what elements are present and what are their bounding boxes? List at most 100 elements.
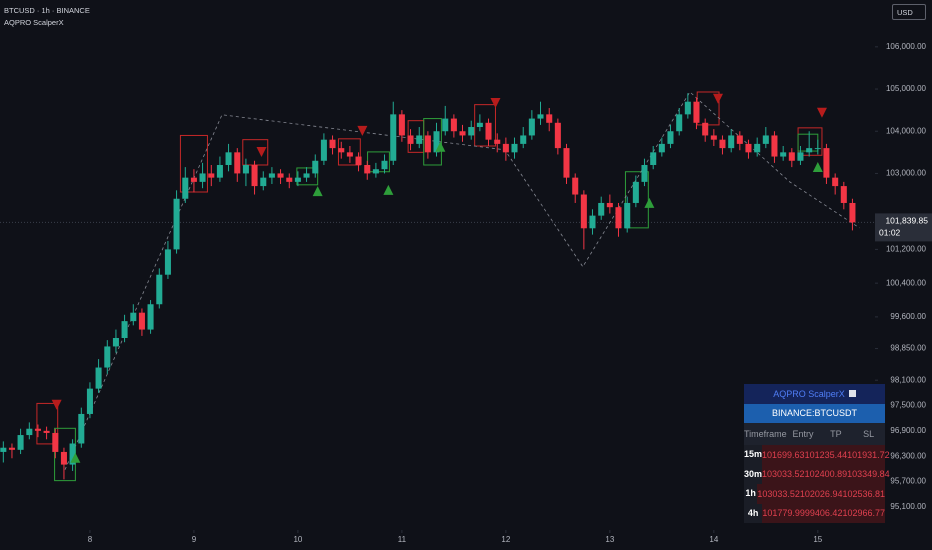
signal-zone	[474, 104, 496, 147]
x-tick-label: 13	[605, 535, 614, 544]
table-icon	[848, 390, 856, 398]
candle-body	[832, 177, 839, 187]
candle-body	[381, 160, 388, 170]
candle-body	[494, 139, 501, 144]
candle-body	[407, 135, 414, 144]
column-header: SL	[863, 429, 875, 439]
timeframe-cell: 30m	[744, 464, 763, 484]
y-tick-label: 101,200.00	[886, 244, 927, 253]
y-tick-label: 105,000.00	[886, 84, 927, 93]
table-symbol-row: BINANCE:BTCUSDT	[744, 403, 885, 423]
candle-body	[0, 447, 7, 452]
candle-body	[112, 338, 119, 347]
candle-body	[312, 160, 319, 174]
price-cell: 103033.52	[757, 488, 800, 499]
candle-body	[771, 135, 778, 157]
candle-body	[320, 139, 327, 161]
chart-header: BTCUSD · 1h · BINANCE AQPRO ScalperX	[4, 5, 90, 29]
signal-arrow	[812, 162, 823, 173]
y-tick-label: 104,000.00	[886, 126, 927, 135]
candle-body	[433, 131, 440, 153]
column-header: TP	[830, 429, 842, 439]
candle-body	[658, 143, 665, 153]
zigzag-line	[64, 91, 860, 470]
candle-body	[95, 367, 102, 389]
signal-arrow	[490, 98, 501, 109]
candle-body	[615, 207, 622, 229]
candle-body	[546, 114, 553, 123]
price-cell: 102966.77	[842, 508, 885, 519]
price-cell: 101779.99	[762, 508, 805, 519]
candle-body	[632, 181, 639, 203]
candle-body	[728, 135, 735, 149]
candle-body	[346, 152, 353, 157]
x-tick-label: 15	[813, 535, 822, 544]
candle-body	[511, 143, 518, 153]
currency-button[interactable]: USD	[892, 4, 926, 20]
candle-body	[745, 143, 752, 153]
candle-body	[216, 164, 223, 178]
y-tick-label: 98,850.00	[890, 344, 926, 353]
table-row: 4h 101779.99 99406.42 102966.77	[744, 503, 885, 523]
timeframe-cell: 15m	[744, 445, 763, 465]
x-tick-label: 10	[293, 535, 302, 544]
candle-body	[182, 177, 189, 199]
candle-body	[164, 249, 171, 275]
price-cell: 102536.81	[842, 488, 885, 499]
candle-body	[416, 135, 423, 144]
signal-arrow	[51, 399, 62, 410]
candle-body	[849, 202, 856, 223]
x-tick-label: 9	[192, 535, 197, 544]
candle-body	[563, 148, 570, 178]
candle-body	[459, 131, 466, 136]
candle-body	[424, 135, 431, 153]
candle-body	[147, 304, 154, 330]
candle-body	[208, 173, 215, 178]
table-row: 15m 101699.63 101235.44 101931.72	[744, 445, 890, 465]
candle-body	[520, 135, 527, 144]
candle-body	[17, 435, 24, 450]
candle-body	[606, 202, 613, 208]
signal-arrow	[816, 107, 827, 118]
price-cell: 103349.84	[847, 469, 890, 480]
candle-body	[190, 177, 197, 182]
candle-body	[26, 428, 33, 436]
countdown: 01:02	[879, 228, 901, 238]
candle-body	[485, 122, 492, 140]
candle-body	[52, 432, 59, 452]
price-cell: 99406.42	[804, 508, 843, 519]
candle-body	[684, 101, 691, 115]
x-tick-label: 11	[398, 535, 407, 544]
candle-body	[268, 173, 275, 178]
candle-body	[130, 312, 137, 322]
signal-arrow	[435, 141, 446, 152]
price-cell: 102400.89	[804, 469, 848, 480]
column-header: Timeframe	[744, 429, 787, 439]
signal-arrow	[383, 184, 394, 195]
candle-body	[572, 177, 579, 195]
price-cell: 101699.63	[762, 449, 805, 460]
y-tick-label: 95,700.00	[890, 477, 926, 486]
candle-body	[762, 135, 769, 144]
candle-body	[624, 202, 631, 229]
candle-body	[710, 135, 717, 140]
signal-zone	[242, 139, 269, 166]
timeframe-cell: 4h	[744, 503, 763, 523]
candle-body	[234, 152, 241, 174]
candle-body	[641, 164, 648, 182]
candle-body	[823, 148, 830, 178]
candle-body	[225, 152, 232, 165]
x-tick-label: 14	[709, 535, 718, 544]
candle-body	[338, 148, 345, 153]
candle-body	[277, 173, 284, 178]
candle-body	[390, 114, 397, 161]
column-header: Entry	[792, 429, 814, 439]
candle-body	[8, 447, 15, 450]
candle-body	[719, 139, 726, 149]
candle-body	[78, 413, 85, 444]
candle-body	[814, 148, 821, 150]
candle-body	[329, 139, 336, 149]
y-tick-label: 95,100.00	[890, 502, 926, 511]
candle-body	[286, 177, 293, 182]
